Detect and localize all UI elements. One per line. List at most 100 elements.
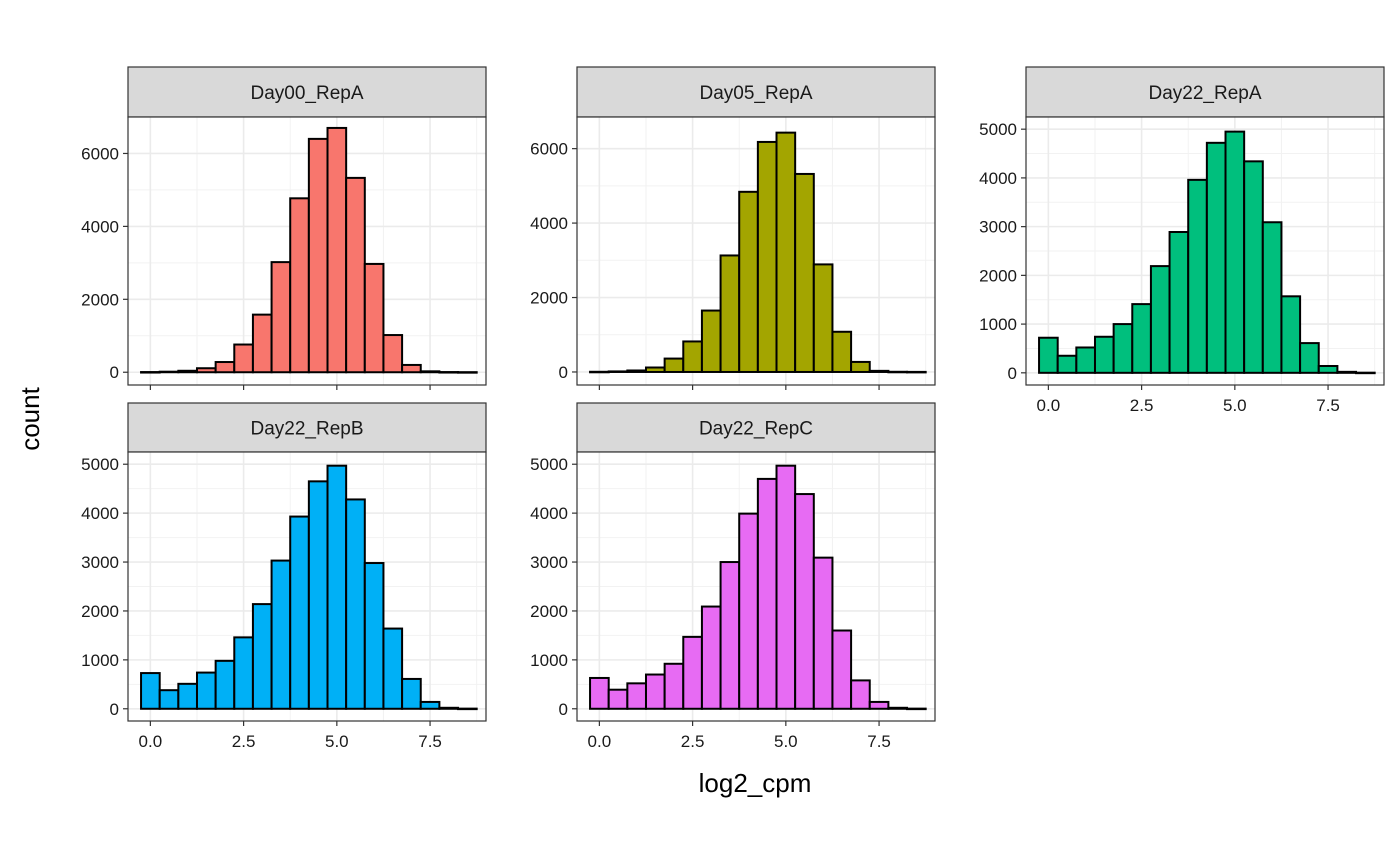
- y-tick-label: 0: [559, 700, 568, 719]
- histogram-bar: [719, 561, 741, 710]
- histogram-bar: [457, 371, 478, 374]
- y-tick-label: 1000: [979, 315, 1017, 334]
- histogram-bar: [663, 662, 685, 710]
- facet-panel: Day05_RepA 0 2000 4000 6000: [530, 66, 936, 390]
- histogram-bar: [607, 688, 629, 710]
- x-tick-label: 2.5: [232, 732, 256, 751]
- histogram-bar: [831, 330, 853, 373]
- histogram-bar: [1149, 265, 1171, 374]
- histogram-bar: [158, 689, 180, 710]
- histogram-bar: [177, 369, 198, 374]
- y-tick-label: 0: [1008, 364, 1017, 383]
- y-tick-label: 3000: [530, 553, 568, 572]
- facet-strip: [576, 402, 936, 453]
- histogram-bar: [831, 629, 853, 710]
- y-tick-label: 5000: [530, 455, 568, 474]
- histogram-bar: [363, 562, 385, 710]
- histogram-bar: [626, 682, 647, 710]
- histogram-bar: [794, 493, 815, 710]
- histogram-bar: [233, 636, 254, 710]
- facet-strip: [127, 66, 487, 118]
- histogram-bar: [589, 676, 610, 710]
- histogram-bar: [307, 480, 329, 710]
- histogram-bar: [1131, 303, 1152, 374]
- facet-strip-label: Day22_RepC: [699, 419, 813, 440]
- x-tick-label: 2.5: [1130, 396, 1154, 415]
- histogram-bar: [1205, 141, 1227, 374]
- y-tick-label: 2000: [81, 290, 119, 309]
- facet-panel: Day00_RepA 0 2000 4000 6000: [81, 66, 487, 390]
- histogram-bar: [419, 370, 441, 374]
- histogram-bar: [195, 671, 217, 710]
- histogram-bar: [140, 672, 161, 710]
- panel-border: [576, 116, 936, 386]
- y-tick-label: 6000: [530, 140, 568, 159]
- y-tick-label: 2000: [979, 266, 1017, 285]
- histogram-bar: [307, 137, 329, 374]
- y-axis-title: count: [15, 386, 45, 450]
- histogram-bar: [868, 700, 890, 710]
- histogram-bar: [214, 361, 236, 374]
- histogram-bar: [868, 369, 890, 373]
- histogram-bar: [887, 370, 909, 374]
- x-tick-label: 0.0: [1037, 396, 1061, 415]
- y-tick-label: 2000: [81, 602, 119, 621]
- x-tick-label: 7.5: [867, 732, 891, 751]
- histogram-bar: [756, 140, 778, 373]
- histogram-bar: [1056, 354, 1078, 374]
- panel-border: [576, 451, 936, 722]
- histogram-bar: [233, 343, 254, 374]
- histogram-bar: [607, 370, 629, 373]
- histogram-bar: [626, 369, 647, 373]
- y-tick-label: 2000: [530, 602, 568, 621]
- histogram-bar: [775, 464, 797, 710]
- histogram-bar: [850, 679, 871, 710]
- histogram-bar: [794, 172, 815, 373]
- y-tick-label: 0: [559, 363, 568, 382]
- x-tick-label: 5.0: [774, 732, 798, 751]
- x-tick-label: 0.0: [588, 732, 612, 751]
- histogram-bar: [700, 605, 722, 710]
- y-tick-label: 4000: [81, 217, 119, 236]
- histogram-bar: [158, 370, 180, 374]
- x-tick-label: 5.0: [325, 732, 349, 751]
- histogram-bar: [1243, 160, 1264, 374]
- histogram-bar: [401, 677, 422, 710]
- histogram-bar: [1280, 295, 1302, 374]
- y-tick-label: 1000: [81, 651, 119, 670]
- histogram-bar: [682, 340, 703, 373]
- panel-border: [1025, 116, 1385, 386]
- histogram-bar: [382, 627, 404, 710]
- facet-strip: [576, 66, 936, 118]
- histogram-bar: [363, 262, 385, 374]
- y-tick-label: 4000: [530, 504, 568, 523]
- histogram-bar: [326, 126, 348, 374]
- histogram-bar: [345, 498, 366, 710]
- histogram-bar: [850, 360, 871, 373]
- y-tick-label: 3000: [81, 553, 119, 572]
- histogram-bar: [1299, 342, 1320, 374]
- histogram-bar: [401, 363, 422, 374]
- histogram-bar: [887, 706, 909, 710]
- y-tick-label: 0: [110, 363, 119, 382]
- histogram-bar: [700, 309, 722, 373]
- histogram-bar: [1112, 323, 1134, 374]
- histogram-bar: [682, 635, 703, 710]
- facet-panel: Day22_RepC 0 1000 2000 3000 4000 5000 0.0 2.5 5.0…: [530, 402, 936, 751]
- histogram-bar: [251, 603, 273, 710]
- histogram-bar: [419, 700, 441, 710]
- histogram-bar: [457, 707, 478, 711]
- y-tick-label: 4000: [530, 214, 568, 233]
- histogram-bar: [1336, 370, 1358, 374]
- facet-strip-label: Day00_RepA: [250, 83, 363, 104]
- facet-strip-label: Day05_RepA: [699, 83, 812, 104]
- y-tick-label: 0: [110, 700, 119, 719]
- histogram-bar: [438, 706, 460, 710]
- x-tick-label: 7.5: [1316, 396, 1340, 415]
- histogram-bar: [289, 515, 310, 710]
- x-tick-label: 2.5: [681, 732, 705, 751]
- histogram-bar: [906, 707, 927, 711]
- histogram-bar: [1224, 130, 1246, 374]
- histogram-bar: [812, 556, 834, 710]
- histogram-bar: [1261, 221, 1283, 374]
